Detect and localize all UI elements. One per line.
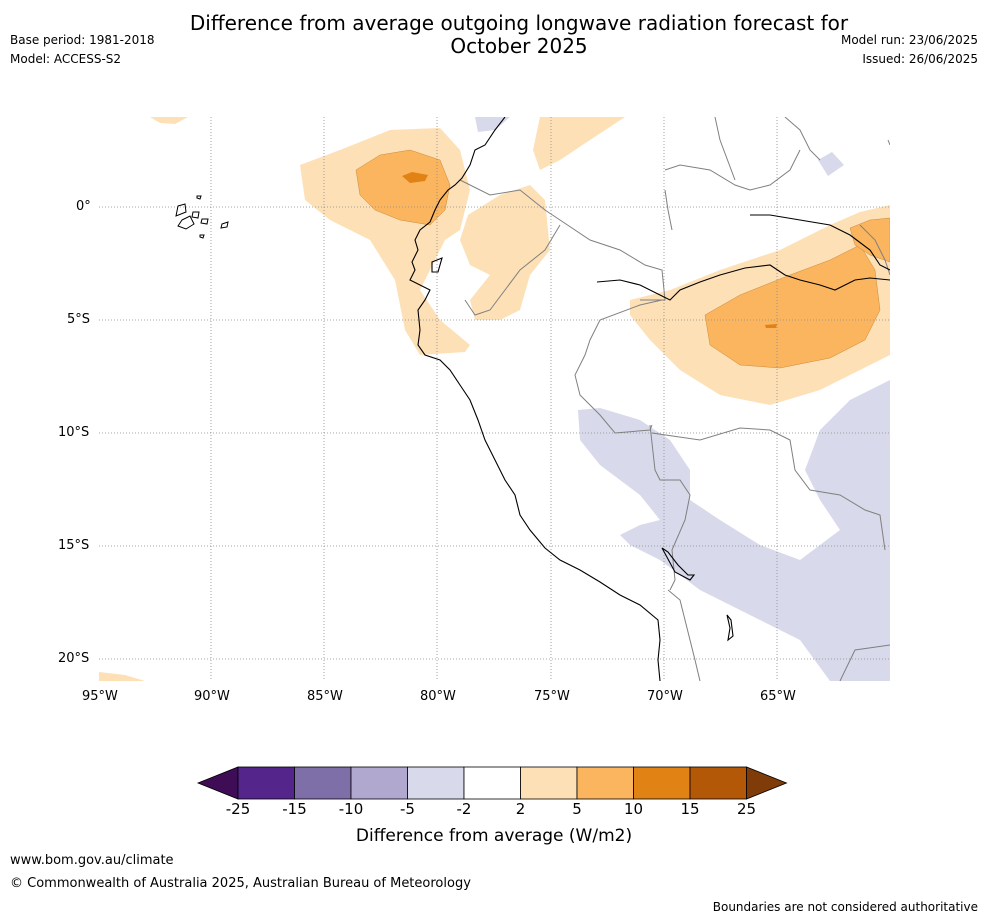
website-link[interactable]: www.bom.gov.au/climate <box>10 853 174 868</box>
lat-label: 10°S <box>58 425 90 440</box>
anomaly-strong-spot <box>765 324 777 328</box>
colorbar-tick-label: -5 <box>400 800 415 818</box>
lon-label: 75°W <box>534 689 570 704</box>
colorbar-label: Difference from average (W/m2) <box>355 826 633 846</box>
colorbar-tick-label: -10 <box>338 800 364 818</box>
colorbar-tick-label: 10 <box>623 800 644 818</box>
anomaly-positive-region <box>460 185 550 320</box>
lon-label: 95°W <box>82 689 118 704</box>
issued-date: Issued: 26/06/2025 <box>862 52 978 66</box>
colorbar-segment <box>576 766 634 800</box>
base-period: Base period: 1981-2018 <box>10 33 155 47</box>
lat-label: 15°S <box>58 538 90 553</box>
map-title: Difference from average outgoing longwav… <box>0 12 988 58</box>
lat-label: 20°S <box>58 651 90 666</box>
lon-label: 70°W <box>647 689 683 704</box>
lon-label: 80°W <box>420 689 456 704</box>
colorbar-tick-label: -2 <box>456 800 472 818</box>
anomaly-negative-patch <box>818 152 844 176</box>
lat-label: 0° <box>76 199 91 214</box>
anomaly-negative-region <box>578 380 890 681</box>
colorbar-segment <box>294 766 352 800</box>
colorbar-arrow-min <box>196 766 239 800</box>
coastline <box>409 117 890 681</box>
colorbar-segment <box>237 766 295 800</box>
colorbar-segment <box>520 766 578 800</box>
copyright-notice: © Commonwealth of Australia 2025, Austra… <box>10 876 471 891</box>
colorbar-tick-label: 2 <box>515 800 526 818</box>
galapagos-islands <box>175 195 229 239</box>
colorbar-tick-label: -15 <box>282 800 307 818</box>
country-borders <box>459 117 890 681</box>
colorbar-segment <box>407 766 465 800</box>
boundary-disclaimer: Boundaries are not considered authoritat… <box>712 900 978 914</box>
colorbar-segment <box>463 766 521 800</box>
colorbar-segment <box>633 766 691 800</box>
lon-label: 85°W <box>307 689 343 704</box>
colorbar-segment <box>689 766 747 800</box>
anomaly-strong-spot <box>402 172 428 183</box>
colorbar-segment <box>350 766 408 800</box>
map-area <box>99 117 890 681</box>
anomaly-positive-region <box>150 117 188 124</box>
title-line-2: October 2025 <box>450 34 588 58</box>
colorbar-tick-label: 5 <box>572 800 582 818</box>
anomaly-positive-core <box>704 244 881 369</box>
lon-label: 90°W <box>194 689 230 704</box>
colorbar-tick-label: 25 <box>736 800 757 818</box>
anomaly-positive-region <box>533 117 625 170</box>
colorbar-tick-label: 15 <box>680 800 700 818</box>
graticule <box>99 117 890 681</box>
anomaly-positive-core <box>355 149 451 226</box>
colorbar-tick-label: -25 <box>225 800 251 818</box>
anomaly-negative-patch <box>475 117 510 132</box>
lat-label: 5°S <box>67 312 91 327</box>
model-run: Model run: 23/06/2025 <box>840 33 978 47</box>
colorbar <box>196 766 788 800</box>
title-line-1: Difference from average outgoing longwav… <box>189 11 849 35</box>
anomaly-positive-region <box>99 672 145 681</box>
model-name: Model: ACCESS-S2 <box>10 52 122 66</box>
lon-label: 65°W <box>760 689 796 704</box>
colorbar-segments <box>196 766 788 800</box>
colorbar-arrow-max <box>746 766 788 800</box>
